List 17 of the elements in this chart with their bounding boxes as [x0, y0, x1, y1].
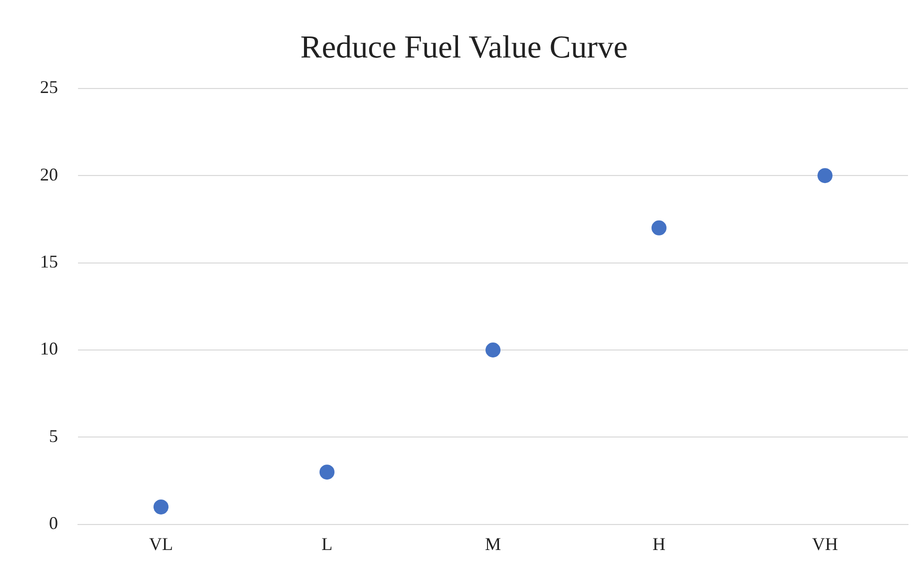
y-tick-label: 5: [49, 426, 58, 446]
y-tick-label: 10: [40, 338, 58, 359]
point: [320, 464, 334, 480]
x-tick-label: VL: [149, 534, 173, 554]
x-tick-label: M: [484, 534, 502, 554]
x-tick-label: L: [322, 534, 332, 554]
point: [486, 342, 500, 358]
chart-title: Reduce Fuel Value Curve: [300, 28, 628, 65]
x-tick-label: VH: [812, 534, 838, 554]
y-tick-label: 15: [40, 252, 58, 272]
point: [818, 168, 832, 184]
y-tick-label: 0: [49, 513, 58, 534]
y-tick-label: 20: [40, 164, 58, 184]
x-tick-label: H: [652, 534, 666, 554]
y-tick-label: 25: [40, 77, 58, 98]
point: [652, 220, 666, 236]
point: [154, 499, 168, 514]
